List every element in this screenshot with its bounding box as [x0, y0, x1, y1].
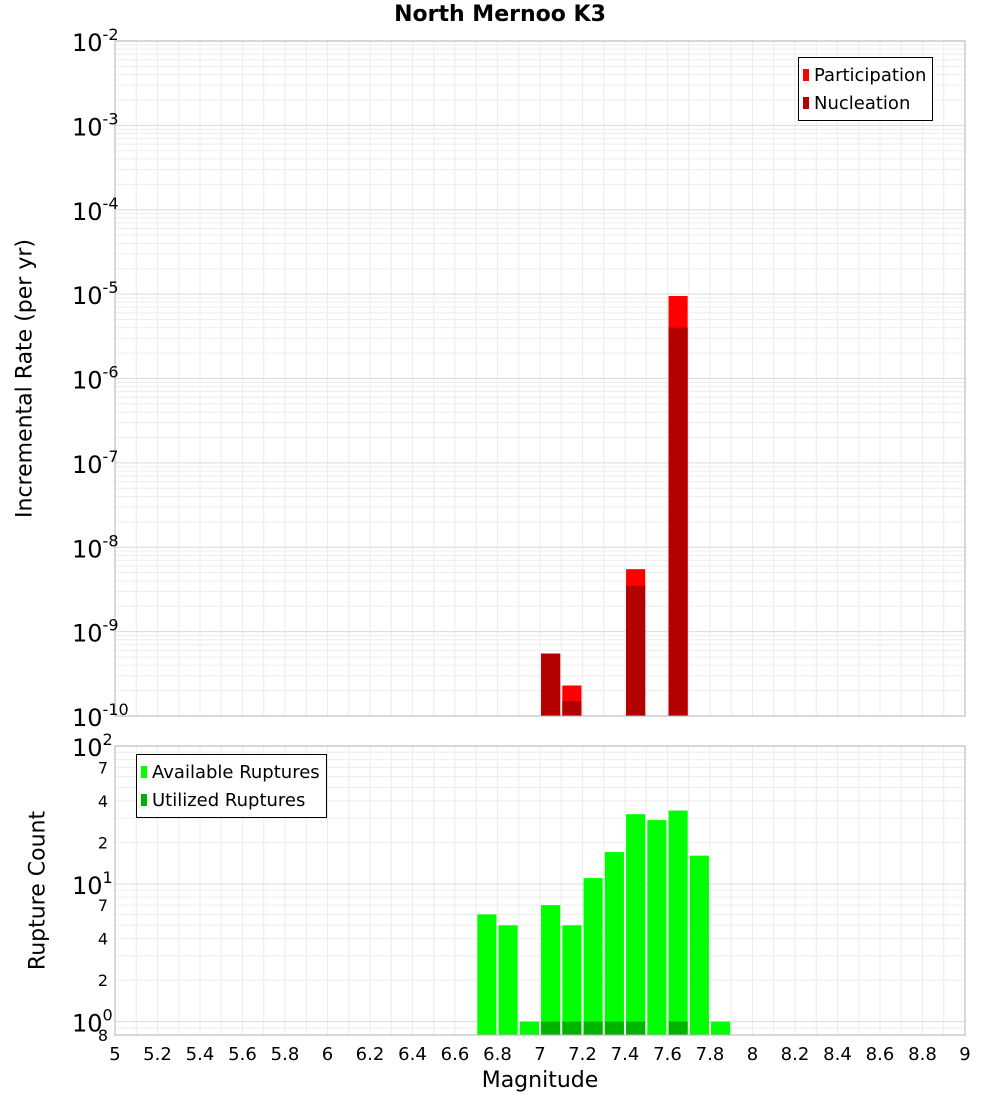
legend-item-utilized: Utilized Ruptures — [141, 786, 320, 814]
x-tick-label: 7.8 — [696, 1044, 725, 1065]
bottom-y-tick-label: 102 — [72, 730, 113, 762]
top-y-tick-label: 10-5 — [72, 278, 119, 310]
top-y-axis-label: Incremental Rate (per yr) — [12, 239, 38, 518]
bar-available-ruptures — [689, 855, 709, 1035]
chart-title: North Mernoo K3 — [394, 2, 606, 27]
bottom-y-minor-tick-label: 2 — [98, 833, 108, 852]
legend-label-nucleation: Nucleation — [814, 92, 911, 114]
legend-item-available: Available Ruptures — [141, 758, 320, 786]
bar-available-ruptures — [711, 1021, 731, 1035]
bar-available-ruptures — [562, 925, 582, 1035]
top-y-tick-label: 10-3 — [72, 109, 119, 141]
x-tick-label: 6 — [322, 1044, 333, 1065]
bar-available-ruptures — [541, 905, 561, 1035]
top-y-tick-label: 10-10 — [72, 700, 129, 732]
bar-nucleation — [626, 585, 646, 716]
x-tick-label: 9 — [959, 1044, 970, 1065]
top-y-tick-label: 10-8 — [72, 531, 119, 563]
top-bars — [541, 296, 688, 716]
x-tick-label: 7.2 — [568, 1044, 597, 1065]
bottom-grid — [114, 745, 966, 1036]
bottom-y-minor-tick-label: 7 — [98, 896, 108, 915]
bar-available-ruptures — [668, 810, 688, 1035]
x-axis-label: Magnitude — [481, 1068, 599, 1093]
bottom-yticks: 7 4 2 7 4 2 8 102 101 100 — [72, 730, 113, 1045]
bar-utilized-ruptures — [604, 1021, 624, 1035]
bar-nucleation — [541, 653, 561, 716]
top-y-tick-label: 10-6 — [72, 363, 119, 395]
top-y-tick-label: 10-9 — [72, 616, 119, 648]
top-y-tick-label: 10-2 — [72, 25, 119, 57]
x-tick-label: 8.4 — [823, 1044, 852, 1065]
bar-available-ruptures — [477, 914, 497, 1035]
x-tick-label: 7 — [534, 1044, 545, 1065]
bar-available-ruptures — [583, 878, 603, 1035]
legend-label-utilized: Utilized Ruptures — [152, 789, 306, 811]
x-tick-label: 5 — [109, 1044, 120, 1065]
bar-nucleation — [562, 701, 582, 716]
top-y-tick-label: 10-7 — [72, 447, 119, 479]
bar-available-ruptures — [498, 925, 518, 1035]
bar-nucleation — [668, 327, 688, 716]
bar-utilized-ruptures — [668, 1021, 688, 1035]
x-tick-label: 7.6 — [653, 1044, 682, 1065]
bottom-xticks: 5 5.2 5.4 5.6 5.8 6 6.2 6.4 6.6 6.8 7 7.2 7.4 7.6 7.8 8… — [109, 1044, 970, 1065]
bar-available-ruptures — [604, 852, 624, 1035]
x-tick-label: 8 — [747, 1044, 758, 1065]
x-tick-label: 6.2 — [356, 1044, 385, 1065]
x-tick-label: 5.6 — [228, 1044, 257, 1065]
bar-available-ruptures — [519, 1021, 539, 1035]
bottom-y-minor-tick-label: 2 — [98, 971, 108, 990]
top-plot-frame — [114, 40, 966, 717]
top-legend: Participation Nucleation — [798, 57, 934, 121]
bottom-y-axis-label: Rupture Count — [25, 810, 51, 971]
top-y-tick-label: 10-4 — [72, 194, 119, 226]
x-tick-label: 8.2 — [781, 1044, 810, 1065]
bottom-plot-frame — [114, 745, 966, 1036]
legend-swatch-utilized — [141, 794, 147, 806]
x-tick-label: 5.4 — [186, 1044, 215, 1065]
bar-utilized-ruptures — [541, 1021, 561, 1035]
legend-swatch-available — [141, 766, 147, 778]
bottom-y-minor-tick-label: 8 — [98, 1026, 108, 1045]
bar-utilized-ruptures — [583, 1021, 603, 1035]
bottom-y-tick-label: 101 — [72, 868, 113, 900]
x-tick-label: 6.4 — [398, 1044, 427, 1065]
bar-utilized-ruptures — [626, 1021, 646, 1035]
bottom-y-minor-tick-label: 4 — [98, 930, 108, 949]
x-tick-label: 8.8 — [908, 1044, 937, 1065]
x-tick-label: 5.8 — [271, 1044, 300, 1065]
x-tick-label: 6.8 — [483, 1044, 512, 1065]
bar-utilized-ruptures — [562, 1021, 582, 1035]
bottom-y-minor-tick-label: 7 — [98, 758, 108, 777]
top-grid — [114, 41, 966, 717]
bottom-bars — [477, 810, 731, 1035]
x-tick-label: 8.6 — [866, 1044, 895, 1065]
x-tick-label: 7.4 — [611, 1044, 640, 1065]
bar-available-ruptures — [647, 820, 667, 1035]
legend-swatch-nucleation — [803, 97, 809, 109]
legend-item-nucleation: Nucleation — [803, 89, 926, 117]
x-tick-label: 6.6 — [441, 1044, 470, 1065]
bar-available-ruptures — [626, 814, 646, 1035]
top-yticks: 10-10 10-9 10-8 10-7 10-6 10-5 10-4 10-3 10-2 — [72, 25, 129, 732]
legend-label-available: Available Ruptures — [152, 761, 320, 783]
legend-label-participation: Participation — [814, 64, 927, 86]
bottom-legend: Available Ruptures Utilized Ruptures — [136, 754, 327, 818]
x-tick-label: 5.2 — [143, 1044, 172, 1065]
legend-item-participation: Participation — [803, 61, 926, 89]
legend-swatch-participation — [803, 69, 809, 81]
bottom-y-minor-tick-label: 4 — [98, 792, 108, 811]
bottom-y-tick-label: 100 — [72, 1006, 113, 1038]
